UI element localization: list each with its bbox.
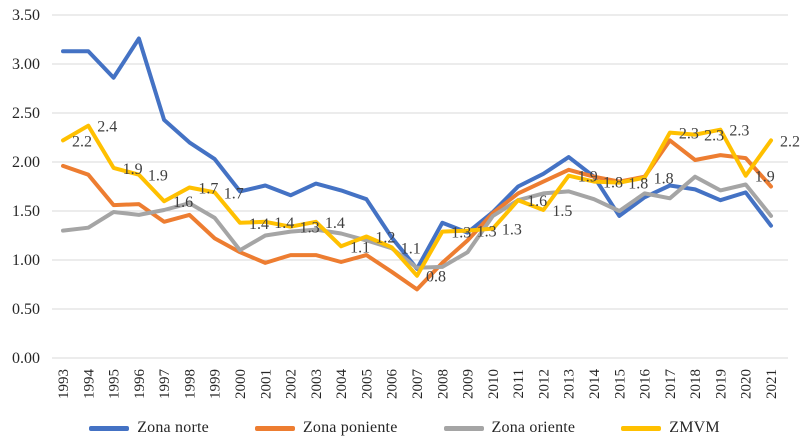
legend-item-zona-norte: Zona norte [89,419,209,437]
x-axis-year-label: 2010 [486,369,502,399]
legend-line-swatch [621,425,662,431]
x-axis-year-label: 2020 [739,369,755,399]
series-line-zona-oriente [61,174,773,270]
x-axis-year-label: 2002 [284,369,300,399]
data-label: 0.8 [426,269,446,286]
x-axis-year-label: 2003 [309,369,325,399]
x-axis-year-label: 2021 [764,369,780,399]
x-axis-year-label: 2019 [713,369,729,399]
x-axis-year-label: 2001 [258,369,274,399]
data-label: 1.8 [654,171,674,188]
legend-label: Zona poniente [302,419,398,436]
x-axis-year-label: 1999 [208,369,224,399]
x-axis-year-label: 2007 [410,369,426,400]
y-axis-tick-label: 1.50 [12,203,40,220]
x-axis-year-label: 2012 [536,369,552,399]
data-label: 1.6 [527,193,547,210]
y-axis-tick-label: 0.00 [12,350,40,367]
x-axis-year-label: 2005 [359,369,375,399]
data-label: 1.9 [148,168,168,185]
data-label: 1.4 [325,215,345,232]
legend-label: Zona norte [137,419,209,436]
legend: Zona norte Zona poniente Zona oriente ZMVM [0,413,809,443]
series-line-zona-norte [61,36,773,271]
legend-line-swatch [254,425,295,431]
legend-item-zona-oriente: Zona oriente [443,419,576,437]
data-label: 1.3 [502,222,522,239]
data-label: 2.2 [780,133,800,150]
y-axis-tick-label: 2.00 [12,154,40,171]
data-label: 1.4 [249,216,269,233]
x-axis-year-label: 1997 [157,369,173,400]
data-label: 1.1 [401,240,421,257]
data-label: 1.7 [198,180,218,197]
x-axis-year-label: 2011 [511,369,527,398]
x-axis-year-label: 2013 [562,369,578,399]
plot-area: 0.00 0.50 1.00 1.50 2.00 2.50 3.00 3.50 2.2 2.4 1.… [12,7,800,400]
data-label: 2.2 [72,133,92,150]
data-label: 1.1 [350,239,370,256]
x-axis-year-label: 2000 [233,369,249,399]
x-axis-year-label: 1993 [56,369,72,399]
x-axis-year-label: 2018 [688,369,704,399]
x-axis-year-label: 2008 [435,369,451,399]
y-axis-tick-label: 3.00 [12,56,40,73]
data-label: 1.6 [173,194,193,211]
y-axis-tick-label: 2.50 [12,105,40,122]
data-label: 1.5 [552,203,572,220]
legend-item-zmvm: ZMVM [621,419,720,437]
data-label: 1.3 [477,224,497,241]
data-label: 1.3 [451,225,471,242]
data-label: 1.9 [123,161,143,178]
x-axis-year-label: 2015 [612,369,628,399]
legend-item-zona-poniente: Zona poniente [254,419,398,437]
x-axis-year-label: 2016 [638,369,654,400]
x-axis-year-label: 2017 [663,369,679,400]
data-label: 1.4 [274,215,294,232]
data-label: 1.9 [578,169,598,186]
x-axis-year-label: 2006 [385,369,401,400]
x-axis-year-label: 2014 [587,369,603,400]
x-axis-year-label: 2009 [461,369,477,399]
x-axis-year-label: 2004 [334,369,350,400]
x-axis-year-label: 1995 [107,369,123,399]
data-label: 1.9 [755,169,775,186]
data-label: 1.8 [603,175,623,192]
x-axis-year-label: 1996 [132,369,148,400]
legend-label: ZMVM [669,419,720,436]
data-label: 2.3 [704,128,724,145]
y-axis-tick-label: 3.50 [12,7,40,24]
data-label: 2.3 [679,126,699,143]
data-label: 2.3 [729,123,749,140]
x-axis-year-label: 1998 [182,369,198,399]
legend-label: Zona oriente [491,419,576,436]
x-axis-year-label: 1994 [81,369,97,400]
y-axis-tick-label: 0.50 [12,301,40,318]
y-axis-tick-label: 1.00 [12,252,40,269]
data-label: 1.7 [224,185,244,202]
legend-line-swatch [443,425,484,431]
data-label: 1.8 [628,176,648,193]
legend-line-swatch [89,425,130,431]
data-label: 2.4 [97,119,117,136]
series-line-zmvm [61,123,773,278]
data-label: 1.3 [300,220,320,237]
data-label: 1.2 [375,229,395,246]
